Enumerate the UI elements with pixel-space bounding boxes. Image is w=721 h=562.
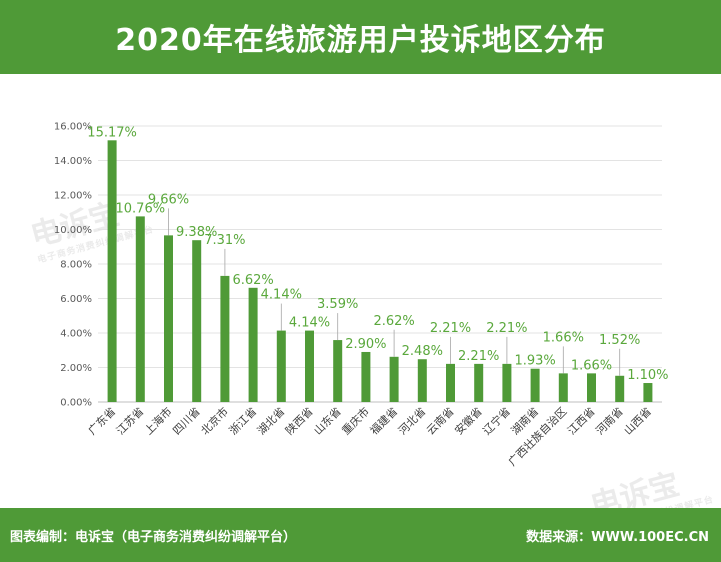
footer-credit: 图表编制：电诉宝（电子商务消费纠纷调解平台） [10, 530, 297, 545]
data-label: 4.14% [261, 288, 302, 303]
label-leaders [168, 208, 621, 376]
bar [615, 375, 625, 402]
x-tick-label: 安徽省 [452, 404, 485, 437]
data-label: 2.21% [486, 321, 527, 336]
data-labels: 15.17%10.76%9.66%9.38%7.31%6.62%4.14%4.1… [87, 125, 668, 383]
data-label: 9.66% [148, 192, 189, 207]
bar [333, 340, 343, 402]
x-tick-label: 上海市 [141, 404, 174, 437]
y-tick-label: 12.00% [54, 191, 92, 202]
bar [107, 140, 117, 402]
y-tick-label: 10.00% [54, 225, 92, 236]
y-tick-label: 0.00% [60, 398, 92, 409]
bar [558, 373, 568, 402]
title-banner: 2020年在线旅游用户投诉地区分布 [0, 0, 721, 74]
data-label: 1.93% [514, 354, 555, 369]
bar [502, 363, 512, 402]
bar [474, 363, 484, 402]
data-label: 3.59% [317, 297, 358, 312]
chart-area: 电诉宝 电子商务消费纠纷调解平台 电诉宝 电子商务消费纠纷调解平台 0.00%2… [0, 74, 721, 536]
data-label: 2.90% [345, 337, 386, 352]
bar [643, 383, 653, 402]
y-tick-label: 14.00% [54, 156, 92, 167]
data-label: 4.14% [289, 316, 330, 331]
data-label: 2.21% [458, 349, 499, 364]
data-label: 15.17% [87, 125, 137, 140]
y-tick-label: 16.00% [54, 122, 92, 133]
data-label: 1.52% [599, 333, 640, 348]
data-label: 1.10% [627, 368, 668, 383]
bar [164, 235, 173, 402]
bar [361, 351, 371, 402]
y-axis-ticks: 0.00% 2.00% 4.00% 6.00% 8.00% 10.00% 12.00% 14.… [54, 122, 92, 409]
x-tick-label: 重庆市 [339, 404, 372, 437]
data-label: 1.66% [571, 358, 612, 373]
footer-banner: 图表编制：电诉宝（电子商务消费纠纷调解平台） 数据来源：WWW.100EC.CN [0, 508, 721, 562]
bar [220, 275, 230, 402]
bar [192, 240, 202, 402]
data-label: 7.31% [204, 233, 245, 248]
bar-chart: 0.00% 2.00% 4.00% 6.00% 8.00% 10.00% 12.00% 14.… [54, 122, 669, 469]
x-tick-label: 山西省 [621, 405, 654, 438]
bar [135, 216, 145, 402]
x-tick-label: 湖北省 [255, 405, 288, 438]
x-tick-label: 北京市 [198, 404, 231, 437]
x-tick-label: 浙江省 [227, 405, 260, 438]
data-label: 10.76% [116, 201, 166, 216]
data-label: 6.62% [232, 273, 273, 288]
page-title: 2020年在线旅游用户投诉地区分布 [115, 23, 606, 58]
bar [587, 373, 596, 402]
x-tick-label: 辽宁省 [480, 404, 513, 437]
data-label: 9.38% [176, 225, 217, 240]
bars [107, 140, 653, 402]
x-axis-labels: 广东省江苏省上海市四川省北京市浙江省湖北省陕西省山东省重庆市福建省河北省云南省安… [86, 404, 654, 468]
x-tick-label: 广东省 [86, 405, 119, 438]
data-label: 2.62% [373, 314, 414, 329]
footer-source: 数据来源：WWW.100EC.CN [526, 530, 709, 545]
bar [417, 359, 427, 402]
y-tick-label: 4.00% [60, 329, 92, 340]
x-tick-label: 福建省 [367, 404, 400, 437]
x-tick-label: 山东省 [311, 405, 344, 438]
x-tick-label: 江西省 [565, 405, 598, 438]
y-tick-label: 8.00% [60, 260, 92, 271]
bar [248, 287, 258, 402]
x-tick-label: 云南省 [424, 405, 457, 438]
x-tick-label: 江苏省 [114, 405, 147, 438]
bar [389, 356, 399, 402]
bar [446, 363, 455, 402]
x-tick-label: 陕西省 [282, 404, 315, 437]
y-tick-label: 6.00% [60, 294, 92, 305]
data-label: 2.48% [402, 344, 443, 359]
x-tick-label: 四川省 [170, 405, 203, 438]
bar [276, 330, 286, 402]
data-label: 1.66% [543, 330, 584, 345]
x-tick-label: 河北省 [396, 405, 429, 438]
data-label: 2.21% [430, 321, 471, 336]
bar [305, 330, 314, 402]
grid-lines [98, 125, 662, 403]
bar [530, 368, 540, 402]
x-tick-label: 河南省 [593, 405, 626, 438]
y-tick-label: 2.00% [60, 363, 92, 374]
